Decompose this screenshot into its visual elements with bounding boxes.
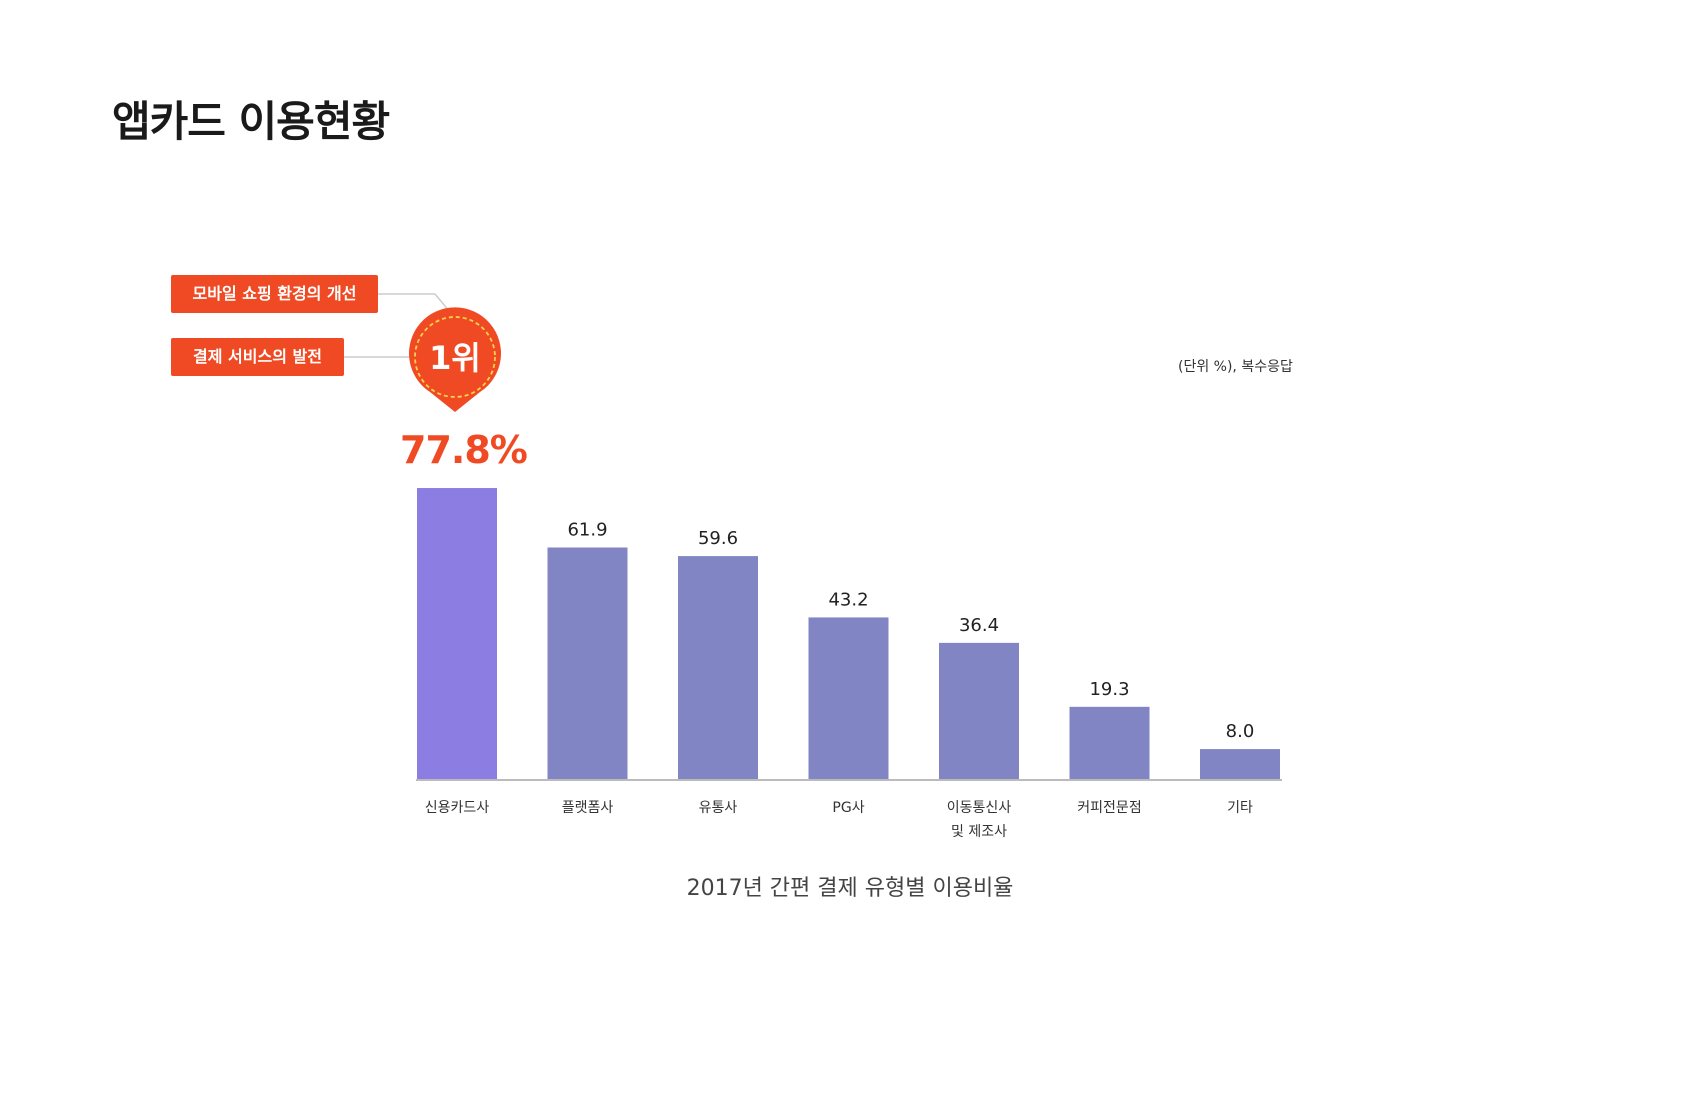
bar-3 <box>808 617 889 779</box>
x-tick-label: 커피전문점 <box>1077 800 1141 816</box>
x-tick-label: 이동통신사 <box>947 800 1012 816</box>
x-tick-label: PG사 <box>832 800 864 816</box>
chart-title: 2017년 간편 결제 유형별 이용비율 <box>686 876 1014 901</box>
callout-tag-1: 모바일 쇼핑 환경의 개선 <box>171 275 378 313</box>
x-tick-label: 유통사 <box>699 800 738 816</box>
data-label: 59.6 <box>698 528 738 549</box>
rank-pin-icon: 1위 <box>408 307 501 412</box>
bar-4 <box>939 642 1019 779</box>
rank-badge-text: 1위 <box>429 339 481 377</box>
data-label: 43.2 <box>828 589 868 610</box>
bar-1 <box>547 547 628 779</box>
bar-6 <box>1200 749 1280 779</box>
data-label: 19.3 <box>1089 679 1129 700</box>
bar-5 <box>1069 706 1150 779</box>
unit-note: (단위 %), 복수응답 <box>1178 359 1293 375</box>
bar-0 <box>417 488 497 779</box>
data-label: 61.9 <box>567 519 607 540</box>
x-tick-label: 기타 <box>1227 800 1253 816</box>
x-tick-label: 및 제조사 <box>951 824 1007 840</box>
callout-tag-2: 결제 서비스의 발전 <box>171 338 344 376</box>
x-tick-label: 플랫폼사 <box>562 800 614 816</box>
page-title: 앱카드 이용현황 <box>112 97 390 146</box>
data-label: 36.4 <box>959 615 999 636</box>
bar-2 <box>678 556 758 779</box>
highlight-value-label: 77.8% <box>400 428 528 472</box>
x-tick-label: 신용카드사 <box>425 800 490 816</box>
data-label: 8.0 <box>1226 721 1255 742</box>
